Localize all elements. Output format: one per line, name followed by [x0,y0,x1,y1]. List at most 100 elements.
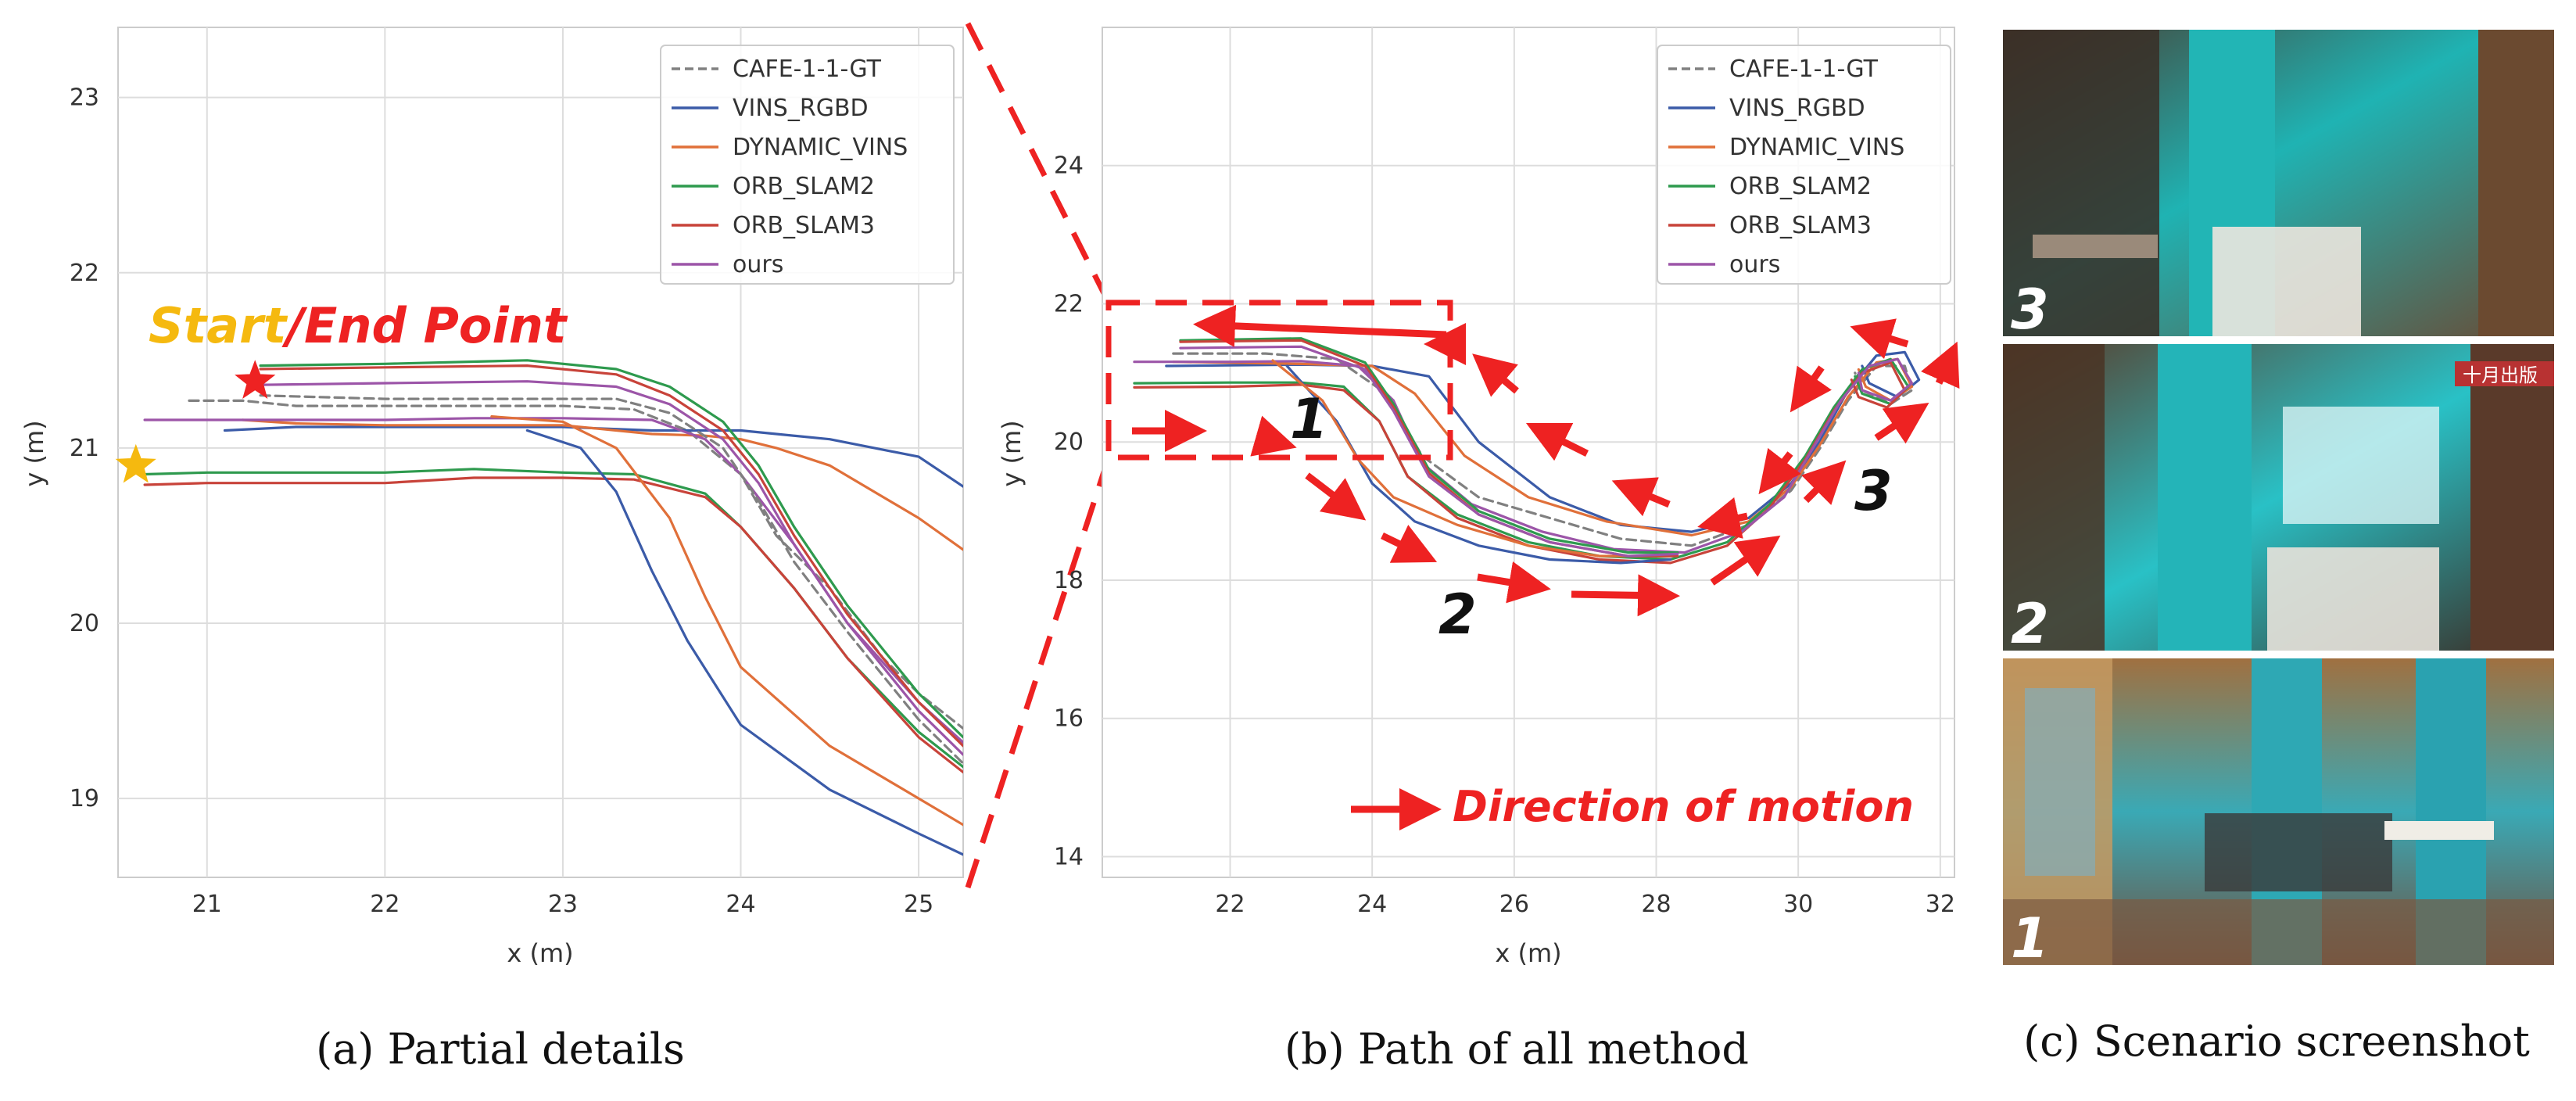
panel-b-caption: (b) Path of all method [1284,1024,1749,1074]
legend-label-orb-slam2: ORB_SLAM2 [1729,173,1872,200]
y-tick-label: 20 [70,610,99,637]
legend-label-dynamic-vins: DYNAMIC_VINS [733,134,908,161]
legend-label-orb-slam3: ORB_SLAM3 [733,212,875,239]
y-tick-label: 21 [70,435,99,462]
direction-arrow [1850,318,1909,360]
series-line-orb-slam2 [259,359,963,739]
x-tick-label: 25 [904,891,933,918]
panel-a-legend: CAFE-1-1-GT VINS_RGBD DYNAMIC_VINS ORB_SLAM… [660,45,955,285]
legend-label-ours: ours [1729,251,1780,278]
y-tick-label: 22 [70,260,99,287]
direction-arrow [1571,574,1680,617]
zoom-region-box [1105,299,1453,461]
y-tick-label: 22 [1054,290,1084,317]
end-point-text: End Point [304,297,568,354]
zoom-connector-bottom [965,456,1112,889]
direction-of-motion-label: Direction of motion [1453,782,1914,831]
start-text: Start [149,297,288,354]
x-tick-label: 26 [1499,891,1529,918]
photo-sign-text: 十月出版 [2463,364,2538,386]
panel-a: 21 22 23 24 25 19 20 21 22 23 x (m) y (m) CAFE-1-… [20,27,964,1074]
photo-label-3: 3 [2011,278,2049,342]
direction-arrow [1193,304,1447,347]
direction-arrow [1921,341,1960,389]
panel-a-ylabel: y (m) [20,420,49,486]
series-line-ours [259,380,963,756]
legend-label-orb-slam3: ORB_SLAM3 [1729,212,1872,239]
direction-arrow [1790,365,1832,413]
photo-label-2: 2 [2011,592,2049,656]
end-star-marker [235,360,276,399]
series-line-vins-rgbd [1165,350,1921,533]
zoom-connector-top [965,22,1112,304]
panel-b-series [1133,337,1921,565]
direction-arrow [1874,403,1929,444]
legend-label-vins-rgbd: VINS_RGBD [1729,95,1865,122]
x-tick-label: 28 [1641,891,1671,918]
direction-arrow [1305,472,1367,521]
series-line-orb-slam3 [259,364,963,748]
x-tick-label: 32 [1926,891,1955,918]
series-line-ours [1133,357,1914,554]
series-line-dynamic-vins [1271,359,1672,558]
panel-c: 3 十月出版 2 1 (c) Scenario screenshot [2003,30,2554,1066]
start-star-marker [115,443,156,483]
direction-arrow [1611,477,1671,517]
panel-a-caption: (a) Partial details [316,1024,685,1074]
series-line-orb-slam2 [1133,357,1910,561]
direction-arrow [1250,415,1297,457]
photo-label-1: 1 [2011,906,2049,970]
legend-frame [1657,45,1951,285]
segment-label-2: 2 [1438,583,1477,647]
direction-arrow [1801,460,1847,505]
scenario-photo-2: 十月出版 2 [2003,344,2554,656]
segment-label-3: 3 [1854,459,1893,523]
direction-arrow [1525,422,1589,461]
y-tick-label: 18 [1054,567,1084,594]
start-end-annotation: Start/End Point [149,297,568,354]
scenario-photo-1: 1 [2003,658,2554,970]
scenario-photo-3: 3 [2003,30,2554,342]
legend-label-vins-rgbd: VINS_RGBD [733,95,869,122]
direction-arrows [1132,304,1960,830]
direction-arrow [1758,447,1801,495]
panel-c-caption: (c) Scenario screenshot [2023,1017,2530,1066]
panel-b-xlabel: x (m) [1495,938,1561,968]
direction-arrow [1710,535,1781,586]
legend-label-cafe-1-1-gt: CAFE-1-1-GT [733,56,882,83]
legend-frame [660,45,955,285]
legend-label-ours: ours [733,251,783,278]
x-tick-label: 22 [370,891,399,918]
series-line-orb-slam3 [143,476,963,774]
x-tick-label: 23 [548,891,578,918]
series-line-orb-slam3 [1133,361,1906,565]
series-line-ours [1179,345,1679,558]
direction-arrow [1381,525,1438,563]
x-tick-label: 24 [726,891,755,918]
direction-arrow [1477,561,1551,604]
slash-text: / [281,297,307,354]
legend-label-orb-slam2: ORB_SLAM2 [733,173,875,200]
panel-a-series [143,359,963,856]
panel-a-xlabel: x (m) [507,938,573,968]
y-tick-label: 20 [1054,429,1084,456]
x-tick-label: 24 [1357,891,1387,918]
series-line-dynamic-vins [490,414,963,827]
y-tick-label: 23 [70,84,99,112]
series-line-vins-rgbd [525,429,963,856]
panel-b-legend: CAFE-1-1-GT VINS_RGBD DYNAMIC_VINS ORB_SLAM… [1657,45,1951,285]
segment-label-1: 1 [1290,387,1328,451]
y-tick-label: 14 [1054,843,1084,870]
series-line-orb-slam2 [1179,337,1679,554]
legend-label-cafe-1-1-gt: CAFE-1-1-GT [1729,56,1879,83]
direction-arrow [1472,353,1519,397]
x-tick-label: 30 [1783,891,1813,918]
y-tick-label: 24 [1054,152,1084,180]
direction-arrow [1697,497,1748,539]
panel-a-ticks: 21 22 23 24 25 19 20 21 22 23 [70,84,933,918]
panel-b-ylabel: y (m) [997,420,1026,486]
legend-label-dynamic-vins: DYNAMIC_VINS [1729,134,1904,161]
